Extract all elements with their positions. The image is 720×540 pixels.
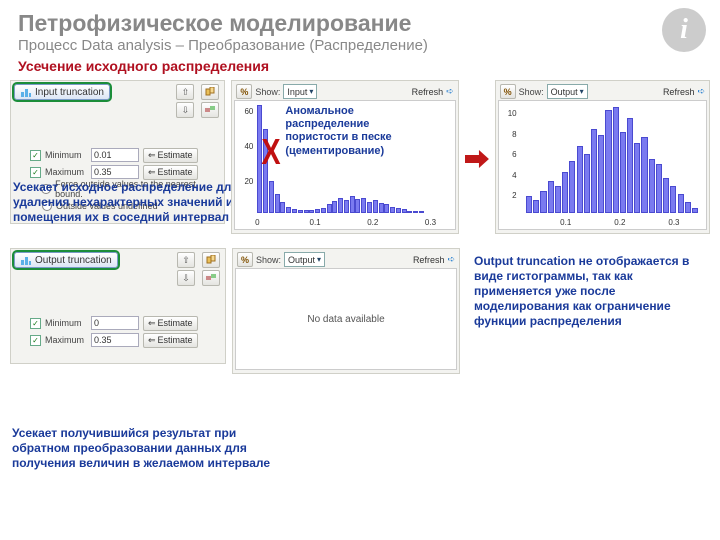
show-select-input[interactable]: Input — [283, 84, 317, 99]
refresh-icon[interactable]: ➪ — [447, 254, 455, 265]
close-chart-button[interactable]: % — [236, 84, 252, 99]
maximum-checkbox[interactable]: ✓ — [30, 167, 41, 178]
button-column: ⇧ ⇩ — [174, 84, 196, 118]
estimate-max-button[interactable]: ⇐ Estimate — [143, 333, 198, 348]
close-chart-button[interactable]: % — [237, 252, 253, 267]
anomaly-annotation: Аномальное распределение пористости в пе… — [285, 105, 435, 158]
tab-label: Output truncation — [35, 255, 112, 266]
x-axis: 0.1 0.2 0.3 — [521, 215, 701, 227]
output-truncation-panel: Output truncation ⇧ ⇩ ✓ Minimum 0 ⇐ Estim… — [10, 248, 226, 364]
minimum-input[interactable]: 0.01 — [91, 148, 139, 162]
maximum-checkbox[interactable]: ✓ — [30, 335, 41, 346]
truncation-icon — [20, 254, 32, 266]
estimate-min-button[interactable]: ⇐ Estimate — [143, 148, 198, 163]
minimum-input[interactable]: 0 — [91, 316, 139, 330]
move-up-button[interactable]: ⇧ — [177, 252, 195, 268]
refresh-label: Refresh — [663, 87, 695, 97]
y-axis: 10 8 6 4 2 — [501, 105, 519, 213]
page-subtitle: Процесс Data analysis – Преобразование (… — [0, 37, 720, 58]
y-axis: 60 40 20 — [237, 105, 255, 213]
tab-output-truncation[interactable]: Output truncation — [14, 252, 118, 268]
reject-x-icon: X — [262, 131, 281, 173]
input-truncation-panel: Input truncation ⇧ ⇩ ✓ Minimum 0.01 ⇐ Es… — [10, 80, 225, 224]
minimum-label: Minimum — [45, 318, 87, 328]
minimum-label: Minimum — [45, 150, 87, 160]
tool-button-1[interactable] — [201, 84, 219, 100]
tool-button-2[interactable] — [201, 102, 219, 118]
show-select-nodata[interactable]: Output — [284, 252, 325, 267]
refresh-label: Refresh — [412, 87, 444, 97]
output-chart-panel: % Show: Output Refresh ➪ 10 8 6 4 2 0.1 … — [495, 80, 710, 234]
output-note-right: Output truncation не отображается в виде… — [474, 254, 700, 329]
close-chart-button[interactable]: % — [500, 84, 516, 99]
refresh-label: Refresh — [413, 255, 445, 265]
button-column-2 — [199, 84, 221, 118]
maximum-input[interactable]: 0.35 — [91, 165, 139, 179]
show-label: Show: — [256, 255, 281, 265]
x-axis: 0 0.1 0.2 0.3 — [257, 215, 449, 227]
move-down-button[interactable]: ⇩ — [176, 102, 194, 118]
input-histogram: 60 40 20 0 0.1 0.2 0.3 Аномальное распре… — [234, 100, 455, 230]
maximum-input[interactable]: 0.35 — [91, 333, 139, 347]
output-note: Усекает получившийся результат при обрат… — [12, 426, 272, 471]
estimate-min-button[interactable]: ⇐ Estimate — [143, 316, 198, 331]
output-histogram: 10 8 6 4 2 0.1 0.2 0.3 — [498, 100, 707, 230]
section-heading: Усечение исходного распределения — [0, 58, 720, 80]
input-chart-panel: % Show: Input Refresh ➪ 60 40 20 0 0.1 0… — [231, 80, 458, 234]
nodata-area: No data available — [235, 268, 457, 370]
show-select-output[interactable]: Output — [547, 84, 588, 99]
show-label: Show: — [519, 87, 544, 97]
info-icon: i — [662, 8, 706, 52]
truncation-icon — [20, 86, 32, 98]
input-note: Усекает исходное распределение для удале… — [13, 180, 248, 225]
minimum-checkbox[interactable]: ✓ — [30, 150, 41, 161]
refresh-icon[interactable]: ➪ — [446, 86, 454, 97]
tab-label: Input truncation — [35, 87, 104, 98]
maximum-label: Maximum — [45, 335, 87, 345]
tool-button-2[interactable] — [202, 270, 220, 286]
no-data-message: No data available — [236, 269, 456, 369]
estimate-max-button[interactable]: ⇐ Estimate — [143, 165, 198, 180]
tab-input-truncation[interactable]: Input truncation — [14, 84, 110, 100]
move-down-button[interactable]: ⇩ — [177, 270, 195, 286]
nodata-chart-panel: % Show: Output Refresh ➪ No data availab… — [232, 248, 460, 374]
page-title: Петрофизическое моделирование — [0, 0, 720, 37]
tool-button-1[interactable] — [202, 252, 220, 268]
arrow-icon — [465, 150, 489, 168]
show-label: Show: — [255, 87, 280, 97]
maximum-label: Maximum — [45, 167, 87, 177]
move-up-button[interactable]: ⇧ — [176, 84, 194, 100]
refresh-icon[interactable]: ➪ — [697, 86, 705, 97]
minimum-checkbox[interactable]: ✓ — [30, 318, 41, 329]
